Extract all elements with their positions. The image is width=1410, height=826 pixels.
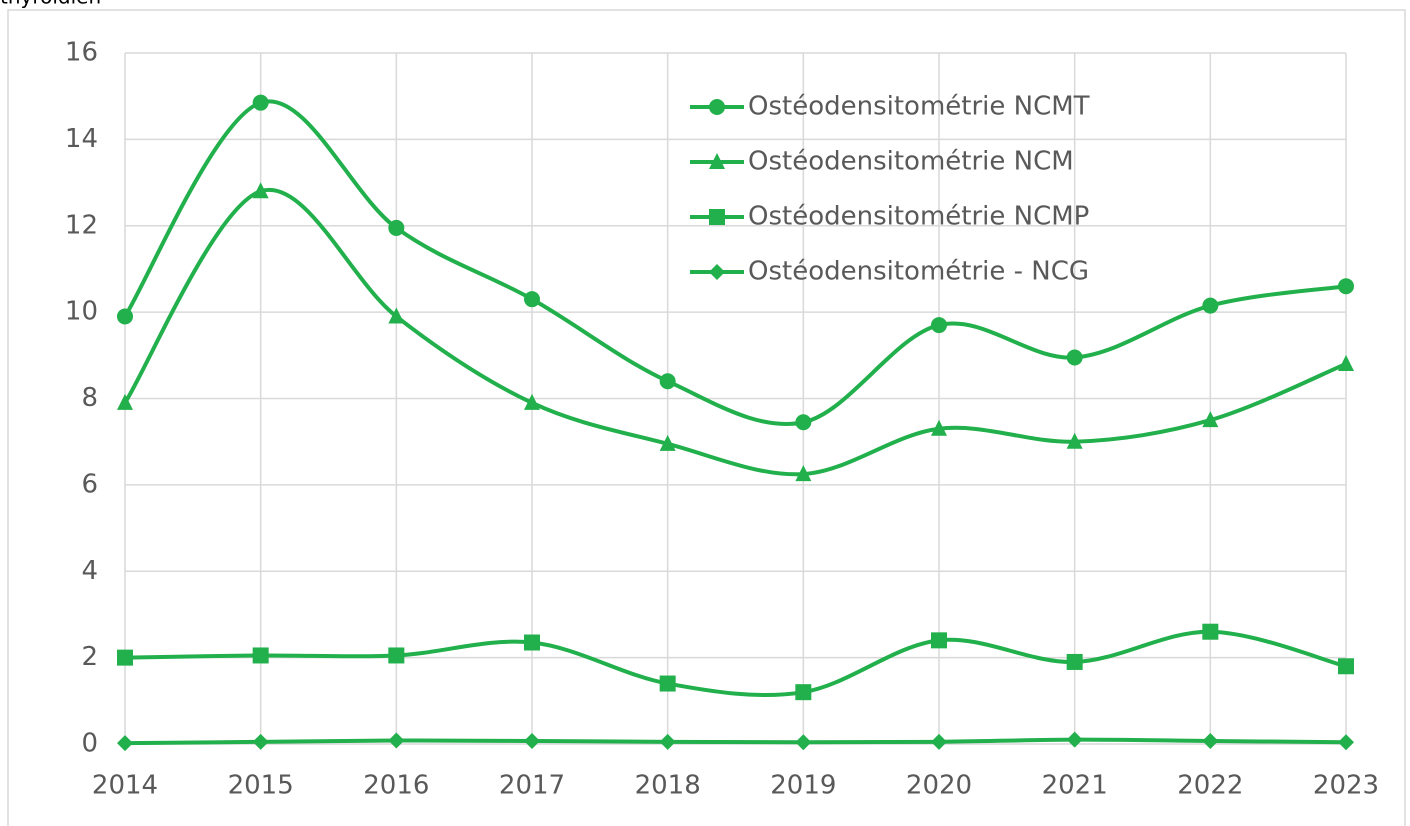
marker (795, 465, 812, 482)
y-tick-label: 12 (65, 210, 98, 240)
y-tick-label: 4 (81, 556, 98, 586)
x-tick-label: 2016 (363, 771, 429, 801)
marker (795, 414, 812, 431)
legend-marker (709, 264, 725, 280)
marker (931, 317, 947, 334)
legend-label: Ostéodensitométrie - NCG (748, 257, 1089, 287)
marker (1338, 734, 1354, 751)
marker (1202, 297, 1219, 314)
chart-title: thyroïdien (0, 0, 101, 9)
marker (1066, 432, 1083, 449)
marker (388, 647, 405, 664)
series-line (124, 629, 1347, 698)
marker (117, 649, 133, 666)
marker (795, 734, 812, 751)
legend-marker (709, 99, 725, 115)
y-tick-label: 0 (81, 729, 98, 759)
marker (1202, 732, 1219, 749)
marker (795, 684, 812, 701)
marker (252, 94, 269, 111)
marker (1066, 731, 1083, 748)
marker (1338, 658, 1354, 675)
marker (1066, 349, 1083, 366)
x-tick-label: 2020 (906, 771, 972, 801)
marker (659, 434, 676, 451)
marker (388, 307, 405, 324)
series-line (123, 187, 1347, 477)
x-tick-label: 2014 (92, 771, 158, 801)
marker (524, 732, 540, 749)
x-tick-label: 2015 (228, 771, 294, 801)
marker (1066, 653, 1083, 670)
legend-label: Ostéodensitométrie NCMP (748, 202, 1089, 232)
marker (388, 219, 405, 236)
y-tick-label: 10 (65, 297, 98, 327)
marker (252, 647, 269, 664)
y-tick-label: 8 (81, 383, 98, 413)
x-tick-label: 2022 (1177, 771, 1243, 801)
series-line (123, 99, 1347, 426)
marker (1338, 354, 1354, 371)
marker (524, 291, 540, 308)
marker (117, 308, 133, 325)
marker (1202, 623, 1219, 640)
marker (931, 733, 947, 750)
marker (659, 733, 676, 750)
legend-marker (709, 209, 725, 225)
series-line (124, 737, 1347, 746)
marker (117, 735, 133, 752)
marker (117, 393, 133, 410)
marker (659, 675, 676, 692)
x-tick-label: 2019 (770, 771, 836, 801)
legend-marker (709, 153, 725, 169)
marker (252, 182, 269, 199)
marker (388, 732, 405, 749)
x-tick-label: 2023 (1313, 771, 1379, 801)
y-tick-label: 16 (65, 38, 98, 68)
marker (1338, 278, 1354, 295)
y-tick-label: 6 (81, 469, 98, 499)
legend-label: Ostéodensitométrie NCMT (748, 92, 1090, 122)
marker (931, 419, 947, 436)
legend-label: Ostéodensitométrie NCM (748, 147, 1074, 177)
marker (1202, 411, 1219, 428)
marker (524, 634, 540, 651)
marker (252, 733, 269, 750)
y-tick-label: 14 (65, 124, 98, 154)
x-tick-label: 2017 (499, 771, 565, 801)
x-tick-label: 2021 (1042, 771, 1108, 801)
marker (524, 393, 540, 410)
x-tick-label: 2018 (635, 771, 701, 801)
marker (659, 373, 676, 390)
y-tick-label: 2 (81, 642, 98, 672)
marker (931, 632, 947, 649)
chart-frame (7, 9, 1406, 826)
